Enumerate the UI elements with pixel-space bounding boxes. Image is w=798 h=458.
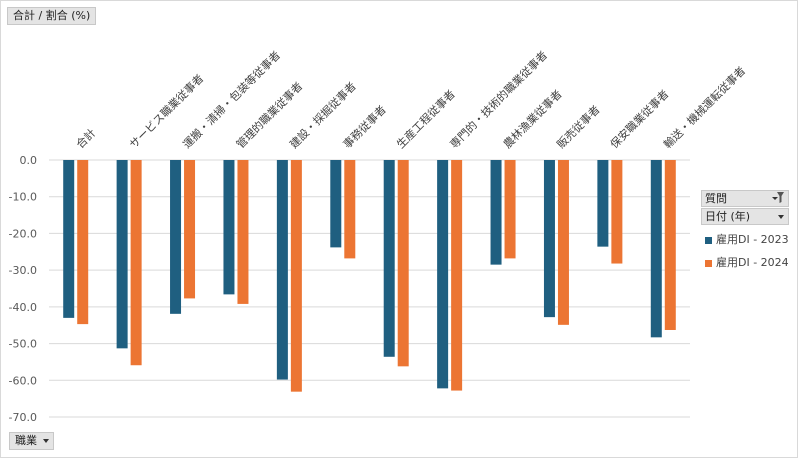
bar-2023[interactable] (490, 160, 502, 265)
bar-2024[interactable] (397, 160, 409, 367)
legend-item-label: 雇用DI - 2023 (716, 233, 789, 246)
bar-2023[interactable] (650, 160, 662, 338)
bar-2024[interactable] (237, 160, 249, 304)
bar-2023[interactable] (170, 160, 182, 314)
legend-item-2024[interactable]: 雇用DI - 2024 (705, 254, 789, 270)
x-tick-label: 専門的・技術的職業従事者 (447, 48, 550, 151)
y-tick-label: -20.0 (9, 227, 37, 240)
bar-2023[interactable] (543, 160, 555, 318)
y-tick-label: -60.0 (9, 374, 37, 387)
bar-2024[interactable] (290, 160, 302, 392)
bar-2023[interactable] (330, 160, 342, 248)
y-tick-label: -40.0 (9, 301, 37, 314)
legend-field-label: 質問 (705, 192, 727, 205)
bar-2024[interactable] (130, 160, 142, 366)
bar-2023[interactable] (63, 160, 75, 318)
legend-field-label: 日付 (年) (705, 210, 751, 223)
x-tick-label: 事務従事者 (340, 102, 389, 151)
bar-2023[interactable] (437, 160, 449, 389)
y-tick-label: -30.0 (9, 264, 37, 277)
axis-field-label: 職業 (15, 434, 37, 447)
chevron-down-icon (43, 439, 49, 443)
bar-2023[interactable] (223, 160, 235, 295)
value-field-label: 合計 / 割合 (%) (13, 9, 91, 22)
chevron-down-icon (778, 209, 784, 224)
legend-field-button-year[interactable]: 日付 (年) (701, 208, 789, 225)
bar-2024[interactable] (504, 160, 516, 259)
x-tick-label: 販売従事者 (554, 103, 602, 151)
filter-icon[interactable] (768, 191, 784, 208)
x-tick-label: 輸送・機械運転従事者 (661, 63, 749, 151)
legend-field-button-question[interactable]: 質問 (701, 190, 789, 207)
bar-2024[interactable] (664, 160, 676, 330)
x-tick-label: 運搬・清掃・包装等従事者 (180, 48, 283, 151)
bar-2024[interactable] (77, 160, 89, 325)
legend-item-label: 雇用DI - 2024 (716, 256, 789, 269)
axis-field-button[interactable]: 職業 (9, 432, 54, 450)
y-tick-label: -70.0 (9, 411, 37, 424)
y-tick-label: -10.0 (9, 191, 37, 204)
legend-swatch (705, 236, 712, 244)
value-field-button[interactable]: 合計 / 割合 (%) (7, 7, 97, 25)
bar-2023[interactable] (276, 160, 288, 380)
bar-2024[interactable] (184, 160, 196, 299)
bar-2024[interactable] (557, 160, 569, 325)
y-tick-label: -50.0 (9, 338, 37, 351)
bar-2024[interactable] (611, 160, 623, 264)
bar-2024[interactable] (451, 160, 463, 391)
bar-2023[interactable] (116, 160, 128, 349)
y-tick-label: 0.0 (20, 154, 38, 167)
bar-2023[interactable] (383, 160, 395, 357)
x-tick-label: 合計 (73, 126, 98, 151)
bar-2024[interactable] (344, 160, 356, 259)
legend-item-2023[interactable]: 雇用DI - 2023 (705, 231, 789, 247)
legend-swatch (705, 259, 712, 267)
bar-2023[interactable] (597, 160, 609, 247)
